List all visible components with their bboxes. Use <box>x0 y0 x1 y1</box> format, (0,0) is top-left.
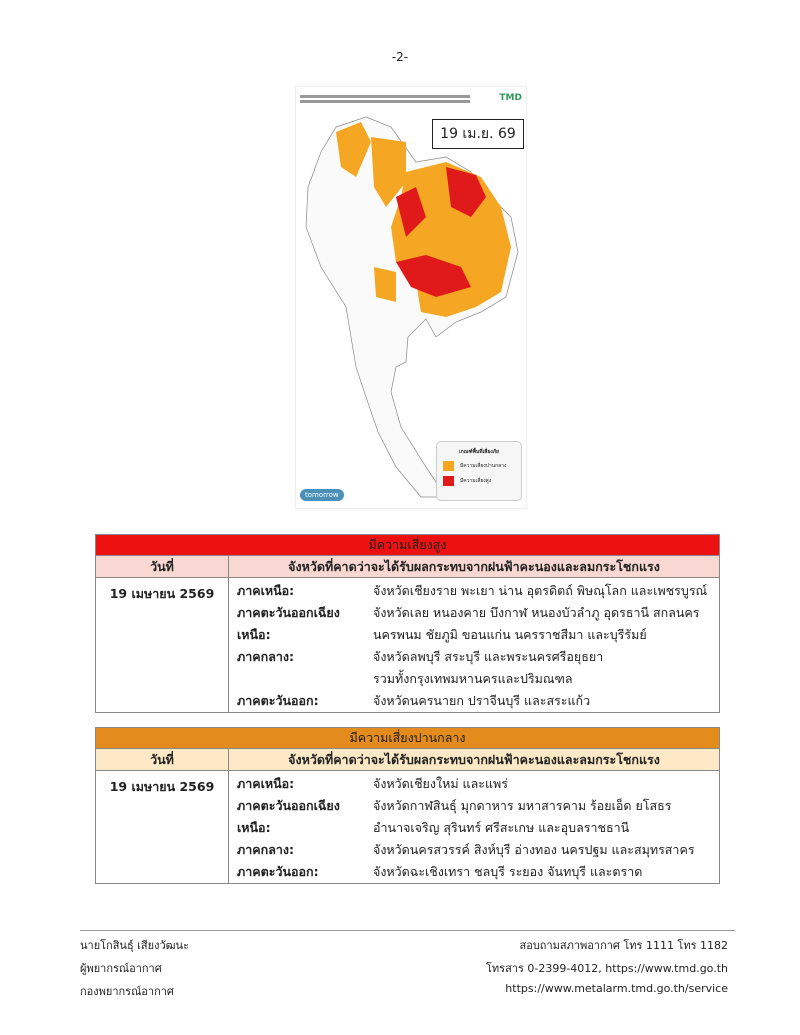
col-date-header: วันที่ <box>95 748 229 771</box>
contact-phone: สอบถามสภาพอากาศ โทร 1111 โทร 1182 <box>519 939 729 952</box>
province-list: จังหวัดลพบุรี สระบุรี และพระนครศรีอยุธยา… <box>373 646 719 690</box>
tomorrow-watermark: tomorrow <box>300 489 344 501</box>
province-list: จังหวัดเชียงราย พะเยา น่าน อุตรดิตถ์ พิษ… <box>373 580 719 602</box>
legend-swatch <box>443 461 454 471</box>
col-provinces-header: จังหวัดที่คาดว่าจะได้รับผลกระทบจากฝนฟ้าค… <box>228 555 720 578</box>
legend-label: มีความเสี่ยงสูง <box>460 478 492 484</box>
footer-divider <box>80 930 735 931</box>
region-row: ภาคกลาง: จังหวัดลพบุรี สระบุรี และพระนครศ… <box>229 646 719 690</box>
legend-title: เกณฑ์พื้นที่เสี่ยงภัย <box>459 449 499 455</box>
date-cell: 19 เมษายน 2569 <box>95 770 229 884</box>
region-label: ภาคตะวันออก: <box>237 864 319 879</box>
province-list: จังหวัดนครสวรรค์ สิงห์บุรี อ่างทอง นครปฐ… <box>373 839 719 861</box>
province-list: จังหวัดกาฬสินธุ์ มุกดาหาร มหาสารคาม ร้อย… <box>373 795 719 839</box>
map-legend: เกณฑ์พื้นที่เสี่ยงภัย มีความเสี่ยงปานกลา… <box>436 441 522 501</box>
province-line: นครพนม ชัยภูมิ ขอนแก่น นครราชสีมา และบุร… <box>373 627 647 642</box>
province-line: จังหวัดกาฬสินธุ์ มุกดาหาร มหาสารคาม ร้อย… <box>373 798 672 813</box>
region-label: ภาคกลาง: <box>237 649 294 664</box>
region-row: ภาคกลาง: จังหวัดนครสวรรค์ สิงห์บุรี อ่างท… <box>229 839 719 861</box>
province-line: จังหวัดนครนายก ปราจีนบุรี และสระแก้ว <box>373 693 591 708</box>
province-line: รวมทั้งกรุงเทพมหานครและปริมณฑล <box>373 671 573 686</box>
province-list: จังหวัดนครนายก ปราจีนบุรี และสระแก้ว <box>373 690 719 712</box>
region-label: ภาคตะวันออกเฉียงเหนือ: <box>237 605 340 642</box>
province-line: จังหวัดนครสวรรค์ สิงห์บุรี อ่างทอง นครปฐ… <box>373 842 695 857</box>
moderate-risk-table: มีความเสี่ยงปานกลาง วันที่ จังหวัดที่คาดว… <box>95 727 720 884</box>
tmd-logo: TMD <box>499 93 522 103</box>
province-line: อำนาจเจริญ สุรินทร์ ศรีสะเกษ และอุบลราชธ… <box>373 820 630 835</box>
region-row: ภาคตะวันออกเฉียงเหนือ: จังหวัดเลย หนองคาย… <box>229 602 719 646</box>
legend-swatch <box>443 476 454 486</box>
moderate-risk-area <box>371 137 406 207</box>
region-row: ภาคตะวันออก: จังหวัดฉะเชิงเทรา ชลบุรี ระย… <box>229 861 719 883</box>
region-label: ภาคตะวันออกเฉียงเหนือ: <box>237 798 340 835</box>
province-line: จังหวัดเชียงใหม่ และแพร่ <box>373 776 508 791</box>
high-risk-area <box>396 255 471 297</box>
region-row: ภาคตะวันออก: จังหวัดนครนายก ปราจีนบุรี แล… <box>229 690 719 712</box>
region-row: ภาคเหนือ: จังหวัดเชียงราย พะเยา น่าน อุตร… <box>229 580 719 602</box>
thailand-map <box>305 116 519 498</box>
region-label: ภาคตะวันออก: <box>237 693 319 708</box>
risk-map: TMD 19 เม.ย. 69 เกณฑ์พื้นที่เสี่ยงภัย มี… <box>295 86 527 509</box>
province-line: จังหวัดฉะเชิงเทรา ชลบุรี ระยอง จันทบุรี … <box>373 864 643 879</box>
high-risk-title: มีความเสี่ยงสูง <box>95 534 720 556</box>
regions-cell: ภาคเหนือ: จังหวัดเชียงใหม่ และแพร่ภาคตะวั… <box>228 770 720 884</box>
moderate-risk-area <box>336 122 371 177</box>
forecaster-title: ผู้พยากรณ์อากาศ <box>80 962 162 975</box>
forecaster-name: นายโกสินธุ์ เสียงวัฒนะ <box>80 939 189 952</box>
region-label: ภาคเหนือ: <box>237 583 295 598</box>
map-date-label: 19 เม.ย. 69 <box>432 119 524 149</box>
contact-fax-website: โทรสาร 0-2399-4012, https://www.tmd.go.t… <box>486 962 728 975</box>
province-line: จังหวัดลพบุรี สระบุรี และพระนครศรีอยุธยา <box>373 649 604 664</box>
province-list: จังหวัดเลย หนองคาย บึงกาฬ หนองบัวลำภู อุ… <box>373 602 719 646</box>
legend-item: มีความเสี่ยงปานกลาง <box>443 461 521 471</box>
region-row: ภาคตะวันออกเฉียงเหนือ: จังหวัดกาฬสินธุ์ ม… <box>229 795 719 839</box>
col-date-header: วันที่ <box>95 555 229 578</box>
province-list: จังหวัดฉะเชิงเทรา ชลบุรี ระยอง จันทบุรี … <box>373 861 719 883</box>
province-line: จังหวัดเชียงราย พะเยา น่าน อุตรดิตถ์ พิษ… <box>373 583 708 598</box>
region-label: ภาคเหนือ: <box>237 776 295 791</box>
region-label: ภาคกลาง: <box>237 842 294 857</box>
forecaster-division: กองพยากรณ์อากาศ <box>80 985 174 998</box>
legend-label: มีความเสี่ยงปานกลาง <box>460 463 507 469</box>
map-caption <box>300 93 490 107</box>
high-risk-area <box>396 187 426 237</box>
contact-service-link: https://www.metalarm.tmd.go.th/service <box>505 982 728 995</box>
date-cell: 19 เมษายน 2569 <box>95 577 229 713</box>
region-row: ภาคเหนือ: จังหวัดเชียงใหม่ และแพร่ <box>229 773 719 795</box>
legend-item: มีความเสี่ยงสูง <box>443 476 521 486</box>
high-risk-area <box>446 167 486 217</box>
moderate-risk-area <box>374 267 396 302</box>
province-line: จังหวัดเลย หนองคาย บึงกาฬ หนองบัวลำภู อุ… <box>373 605 700 620</box>
moderate-risk-title: มีความเสี่ยงปานกลาง <box>95 727 720 749</box>
page-number: -2- <box>391 50 409 64</box>
regions-cell: ภาคเหนือ: จังหวัดเชียงราย พะเยา น่าน อุตร… <box>228 577 720 713</box>
col-provinces-header: จังหวัดที่คาดว่าจะได้รับผลกระทบจากฝนฟ้าค… <box>228 748 720 771</box>
province-list: จังหวัดเชียงใหม่ และแพร่ <box>373 773 719 795</box>
high-risk-table: มีความเสี่ยงสูง วันที่ จังหวัดที่คาดว่าจะ… <box>95 534 720 713</box>
